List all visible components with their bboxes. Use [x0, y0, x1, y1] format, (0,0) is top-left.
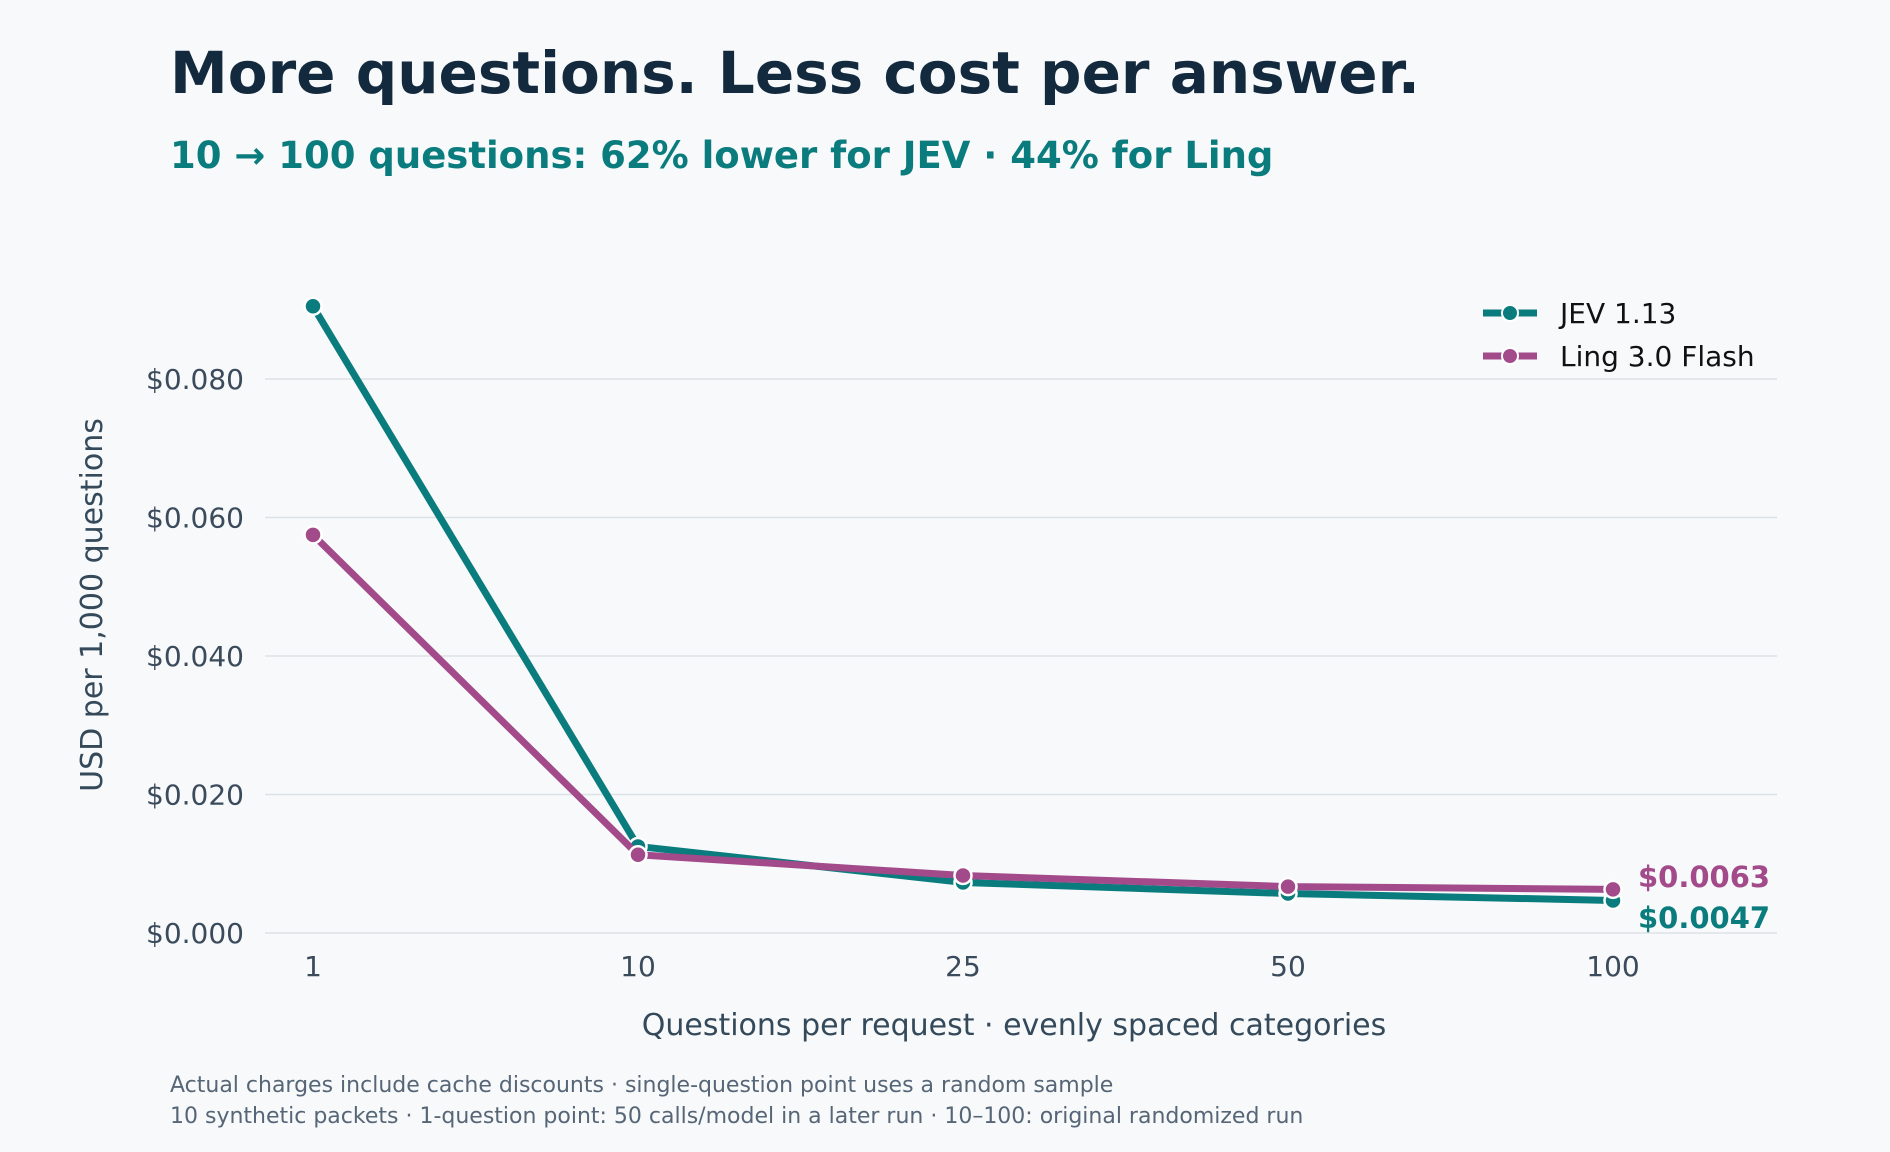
y-tick-label: $0.040 [146, 640, 244, 673]
x-tick-label: 50 [1270, 950, 1306, 983]
chart-subtitle: 10 → 100 questions: 62% lower for JEV · … [170, 134, 1273, 177]
series-line [309, 302, 1617, 904]
data-point [303, 525, 323, 545]
series-1 [303, 525, 1623, 900]
footnote-line-1: Actual charges include cache discounts ·… [170, 1073, 1113, 1098]
legend: JEV 1.13 Ling 3.0 Flash [1483, 297, 1755, 373]
x-tick-label: 1 [304, 950, 322, 983]
chart-title: More questions. Less cost per answer. [170, 39, 1420, 107]
x-axis-ticks: 1 10 25 50 100 [304, 950, 1640, 983]
legend-item: JEV 1.13 [1483, 297, 1676, 330]
legend-label: JEV 1.13 [1558, 297, 1676, 330]
data-point [628, 844, 648, 865]
end-labels: $0.0047 $0.0063 [1638, 860, 1770, 935]
end-value-label: $0.0047 [1638, 901, 1770, 935]
series-0 [303, 296, 1623, 911]
data-point [303, 296, 323, 317]
legend-item: Ling 3.0 Flash [1483, 340, 1755, 373]
y-axis-label: USD per 1,000 questions [75, 418, 110, 792]
legend-swatch-marker [1501, 304, 1519, 322]
data-point [1603, 879, 1623, 900]
series-line [309, 531, 1617, 893]
y-tick-label: $0.020 [146, 779, 244, 812]
y-tick-label: $0.080 [146, 363, 244, 396]
legend-label: Ling 3.0 Flash [1560, 340, 1755, 373]
x-tick-label: 100 [1586, 950, 1639, 983]
x-tick-label: 10 [620, 950, 656, 983]
x-axis-label: Questions per request · evenly spaced ca… [642, 1008, 1387, 1043]
data-point [1278, 876, 1298, 897]
y-axis-ticks: $0.000 $0.020 $0.040 $0.060 $0.080 [146, 363, 244, 950]
series [303, 296, 1623, 911]
gridlines [265, 378, 1777, 934]
y-tick-label: $0.060 [146, 502, 244, 535]
data-point [953, 865, 973, 886]
end-value-label: $0.0063 [1638, 860, 1770, 894]
legend-swatch-marker [1501, 347, 1519, 365]
x-tick-label: 25 [945, 950, 981, 983]
footnote-line-2: 10 synthetic packets · 1-question point:… [170, 1104, 1303, 1129]
y-tick-label: $0.000 [146, 917, 244, 950]
